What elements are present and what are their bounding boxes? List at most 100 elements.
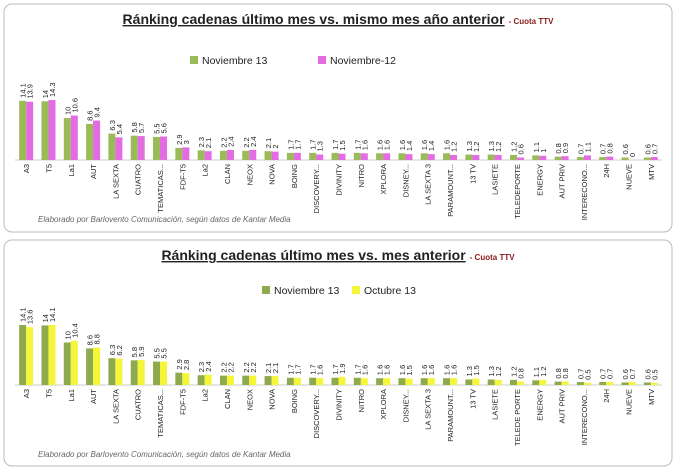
bar <box>487 154 495 160</box>
bar <box>316 154 324 160</box>
value-label: 1.3 <box>487 366 496 376</box>
value-label: 2.8 <box>182 360 191 370</box>
value-label: 1.1 <box>532 142 541 152</box>
value-label: 5.6 <box>160 123 169 133</box>
value-label: 1.6 <box>420 365 429 375</box>
x-tick-label: PARAMOUNT... <box>446 389 455 442</box>
value-label: 10.6 <box>70 98 79 113</box>
value-label: 14.1 <box>19 307 28 322</box>
legend-swatch <box>262 286 270 294</box>
value-label: 0.8 <box>561 368 570 378</box>
value-label: 2.9 <box>175 359 184 369</box>
subtitle: - Cuota TTV <box>509 17 555 26</box>
value-label: 2.1 <box>264 138 273 148</box>
x-tick-label: NEOX <box>245 164 254 185</box>
value-label: 0 <box>628 153 637 157</box>
value-label: 10 <box>63 107 72 115</box>
bar <box>516 381 524 385</box>
bar <box>628 382 636 385</box>
value-label: 1.6 <box>376 140 385 150</box>
value-label: 0.9 <box>561 143 570 153</box>
value-label: 2.4 <box>226 136 235 146</box>
legend-swatch <box>352 286 360 294</box>
source-note: Elaborado por Barlovento Comunicación, s… <box>38 450 291 459</box>
bar <box>86 348 94 385</box>
bar <box>376 378 384 385</box>
x-tick-label: A3 <box>22 164 31 173</box>
bar <box>115 137 123 160</box>
value-label: 6.2 <box>115 345 124 355</box>
x-tick-label: BOING <box>290 389 299 413</box>
value-label: 0.5 <box>650 369 659 379</box>
bar <box>48 325 56 385</box>
bar <box>204 151 212 160</box>
x-tick-label: T5 <box>44 389 53 398</box>
x-tick-label: NUEVE <box>625 389 634 415</box>
x-tick-label: TELEDE PORTE <box>513 389 522 446</box>
panel <box>3 239 673 467</box>
x-tick-label: TEMATICAS... <box>156 389 165 438</box>
bar <box>130 135 138 160</box>
bar <box>383 378 391 385</box>
value-label: 1.7 <box>331 139 340 149</box>
bar <box>494 154 502 160</box>
x-tick-label: DISCOVERY... <box>312 389 321 438</box>
bar <box>271 376 279 385</box>
bar <box>561 381 569 385</box>
value-label: 1.7 <box>353 139 362 149</box>
bar <box>443 153 451 160</box>
value-label: 2.2 <box>226 362 235 372</box>
bar <box>532 155 540 160</box>
legend-label: Noviembre-12 <box>330 55 396 67</box>
value-label: 0.6 <box>621 144 630 154</box>
bar <box>509 379 517 385</box>
x-tick-label: LA SEXTA <box>111 164 120 199</box>
bar <box>427 378 435 385</box>
bar <box>338 376 346 385</box>
bar <box>360 153 368 160</box>
value-label: 10 <box>63 331 72 339</box>
value-label: 0.7 <box>576 144 585 154</box>
bar <box>516 157 524 160</box>
value-label: 1.4 <box>427 141 436 151</box>
x-tick-label: TELEDEPORTE <box>513 164 522 219</box>
bar <box>383 153 391 160</box>
bar <box>360 378 368 385</box>
value-label: 8.8 <box>93 334 102 344</box>
bar <box>650 382 658 385</box>
bar <box>93 120 101 160</box>
bar <box>26 101 34 160</box>
value-label: 5.8 <box>130 347 139 357</box>
x-tick-label: La1 <box>67 389 76 402</box>
x-tick-label: DISNEY... <box>401 164 410 197</box>
x-tick-label: DIVINITY <box>335 389 344 421</box>
bar <box>86 123 94 160</box>
x-tick-label: MTV <box>647 164 656 180</box>
bar <box>398 153 406 160</box>
bar <box>264 376 272 385</box>
bar <box>242 375 250 385</box>
bar <box>420 153 428 160</box>
x-tick-label: 24H <box>602 389 611 403</box>
bar <box>153 136 161 160</box>
x-tick-label: La1 <box>67 164 76 177</box>
bar <box>487 379 495 385</box>
value-label: 2.2 <box>242 137 251 147</box>
bar <box>353 377 361 385</box>
value-label: 1.2 <box>539 366 548 376</box>
value-label: 0.8 <box>606 143 615 153</box>
bar <box>353 152 361 160</box>
bar <box>293 377 301 385</box>
bar <box>286 377 294 385</box>
value-label: 1.6 <box>383 140 392 150</box>
value-label: 2.4 <box>204 361 213 371</box>
bar <box>599 157 607 160</box>
x-tick-label: A3 <box>22 389 31 398</box>
x-tick-label: LA SEXTA 3 <box>424 389 433 430</box>
bar <box>130 360 138 385</box>
value-label: 1.3 <box>465 366 474 376</box>
x-tick-label: FDF-T5 <box>178 389 187 415</box>
value-label: 1.6 <box>443 140 452 150</box>
value-label: 14 <box>41 90 50 98</box>
bar <box>316 378 324 385</box>
